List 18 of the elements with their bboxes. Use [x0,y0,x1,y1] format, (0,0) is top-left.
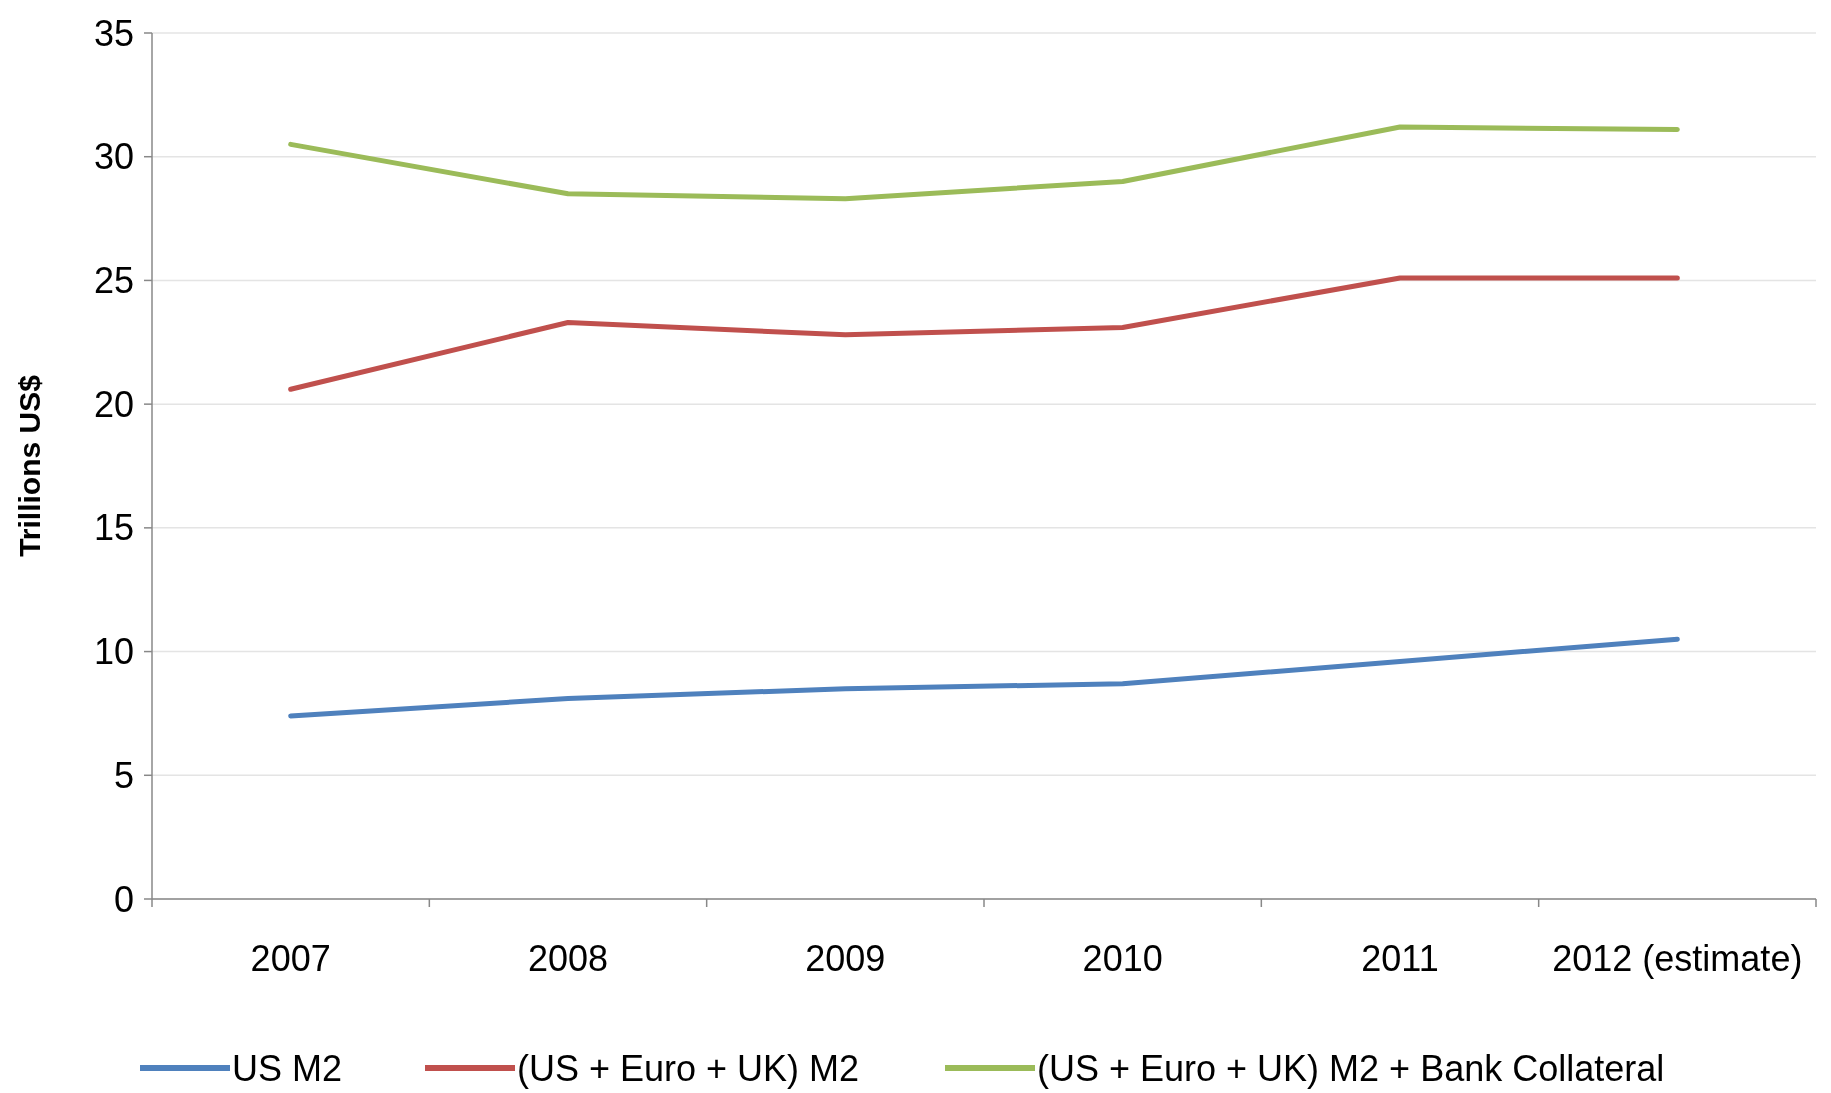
legend-label: (US + Euro + UK) M2 [517,1047,860,1089]
legend-label: (US + Euro + UK) M2 + Bank Collateral [1037,1047,1665,1089]
y-tick-label: 20 [93,383,134,425]
y-tick-label: 10 [93,631,134,673]
x-tick-label: 2011 [1361,938,1439,979]
y-tick-label: 25 [93,260,134,302]
y-tick-label: 35 [93,12,134,54]
x-tick-label: 2010 [1082,938,1163,979]
legend-label: US M2 [232,1047,343,1089]
x-tick-label: 2009 [805,938,886,979]
x-tick-label: 2008 [527,938,609,979]
x-tick-label: 2012 (estimate) [1552,938,1803,979]
x-tick-label: 2007 [250,938,331,979]
y-tick-label: 30 [93,136,134,178]
y-axis-title: Trillions US$ [13,374,46,557]
y-tick-label: 0 [113,878,134,920]
y-tick-label: 5 [113,754,134,796]
y-tick-label: 15 [93,507,134,549]
